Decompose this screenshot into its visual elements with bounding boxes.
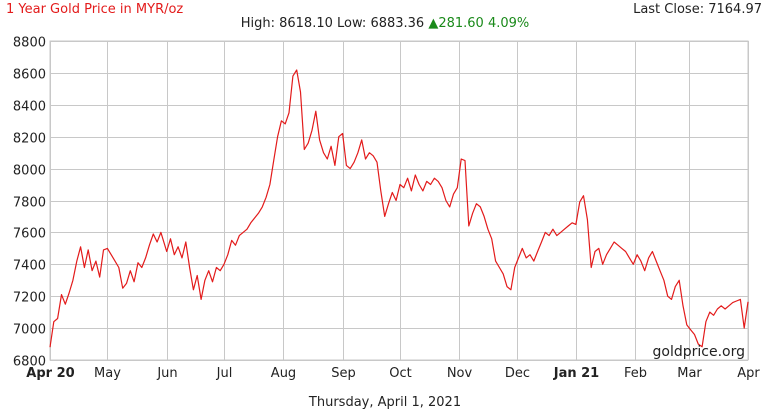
y-tick-label: 8800 [13, 36, 46, 51]
x-tick-label: Apr 20 [26, 366, 74, 381]
series-layer [49, 69, 749, 348]
low-label: Low: [337, 16, 367, 31]
plot-frame [49, 40, 749, 361]
x-tick-label: Nov [447, 366, 473, 381]
last-close: Last Close: 7164.97 [633, 2, 762, 17]
y-tick-label: 7000 [13, 323, 46, 338]
x-tick-label: Jan 21 [553, 366, 599, 381]
chart-title: 1 Year Gold Price in MYR/oz [6, 2, 184, 17]
x-tick-label: Dec [505, 366, 530, 381]
price-stats: High: 8618.10 Low: 6883.36 ▲281.60 4.09% [0, 16, 770, 31]
low-value: 6883.36 [370, 16, 425, 31]
price-line [49, 69, 749, 348]
x-tick-label: Feb [624, 366, 647, 381]
y-axis: 6800 7000 7200 7400 7600 7800 8000 8200 8400 8600… [13, 36, 46, 370]
x-tick-label: Jul [216, 366, 233, 381]
x-tick-label: Oct [389, 366, 411, 381]
gold-price-chart: 6800 7000 7200 7400 7600 7800 8000 8200 8400 8600… [13, 36, 760, 382]
y-tick-label: 8000 [13, 164, 46, 179]
y-tick-label: 7200 [13, 291, 46, 306]
watermark: goldprice.org [653, 344, 745, 360]
x-tick-label: Jun [156, 366, 177, 381]
y-tick-label: 8200 [13, 132, 46, 147]
y-tick-label: 7600 [13, 227, 46, 242]
x-axis: Apr 20 May Jun Jul Aug Sep Oct Nov Dec Jan 21 Feb M… [26, 366, 760, 381]
up-arrow-icon: ▲ [428, 16, 439, 31]
y-tick-label: 8400 [13, 100, 46, 115]
y-tick-label: 7400 [13, 259, 46, 274]
y-tick-label: 8600 [13, 68, 46, 83]
grid-lines [49, 40, 749, 361]
y-tick-label: 7800 [13, 196, 46, 211]
y-tick-label: 6800 [13, 355, 46, 370]
x-tick-label: Mar [677, 366, 702, 381]
change-percent: 4.09% [487, 16, 530, 31]
high-value: 8618.10 [279, 16, 333, 31]
last-close-label: Last Close: [633, 2, 705, 17]
x-tick-label: May [94, 366, 121, 381]
x-tick-label: Apr [737, 366, 760, 381]
change-indicator: ▲281.60 4.09% [428, 16, 529, 31]
x-tick-label: Aug [271, 366, 296, 381]
high-label: High: [240, 16, 275, 31]
change-value: 281.60 [438, 16, 484, 31]
last-close-value: 7164.97 [708, 2, 762, 17]
x-tick-label: Sep [331, 366, 356, 381]
footer-date: Thursday, April 1, 2021 [308, 395, 462, 410]
